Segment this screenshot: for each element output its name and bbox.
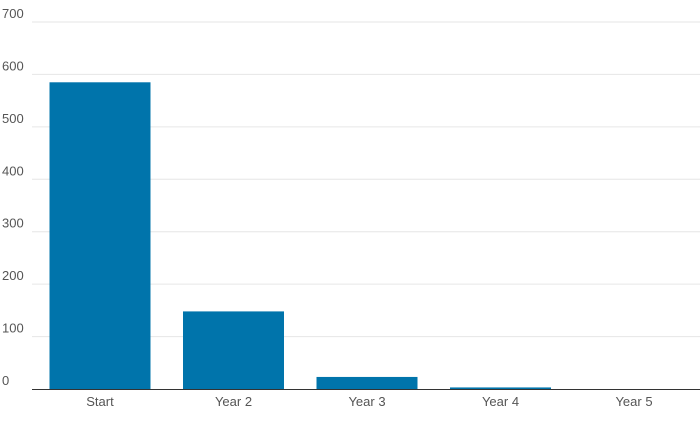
x-tick-label: Year 5 bbox=[615, 394, 652, 409]
bar-year-4 bbox=[450, 387, 551, 389]
y-tick-label: 600 bbox=[2, 58, 24, 73]
y-tick-label: 400 bbox=[2, 163, 24, 178]
bars bbox=[49, 82, 551, 390]
y-tick-label: 500 bbox=[2, 111, 24, 126]
x-tick-label: Year 4 bbox=[482, 394, 519, 409]
y-tick-label: 0 bbox=[2, 373, 9, 388]
x-axis-category-labels: Start Year 2 Year 3 Year 4 Year 5 bbox=[86, 394, 652, 409]
y-axis-tick-labels: 0 100 200 300 400 500 600 700 bbox=[2, 6, 24, 388]
x-tick-label: Year 2 bbox=[215, 394, 252, 409]
bar-start bbox=[49, 82, 151, 390]
bar-year-2 bbox=[183, 311, 284, 389]
x-tick-label: Year 3 bbox=[348, 394, 385, 409]
y-tick-label: 700 bbox=[2, 6, 24, 21]
bar-year-3 bbox=[316, 376, 418, 389]
y-tick-label: 200 bbox=[2, 268, 24, 283]
y-tick-label: 100 bbox=[2, 321, 24, 336]
y-tick-label: 300 bbox=[2, 216, 24, 231]
x-tick-label: Start bbox=[86, 394, 114, 409]
